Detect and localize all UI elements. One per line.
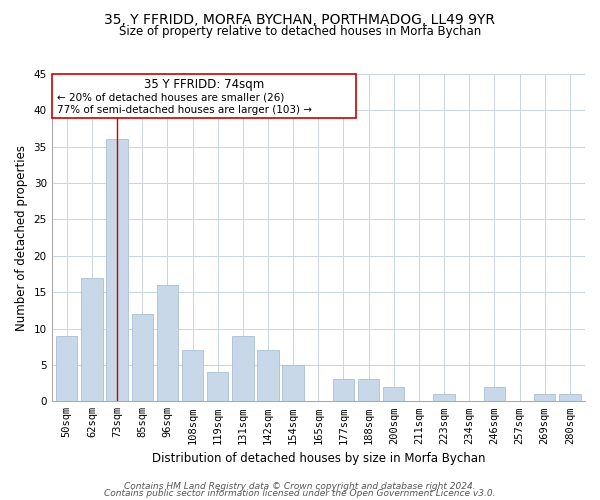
Bar	[232, 336, 254, 402]
Bar	[333, 380, 354, 402]
Text: Contains public sector information licensed under the Open Government Licence v3: Contains public sector information licen…	[104, 490, 496, 498]
Bar	[283, 365, 304, 402]
Text: 35, Y FFRIDD, MORFA BYCHAN, PORTHMADOG, LL49 9YR: 35, Y FFRIDD, MORFA BYCHAN, PORTHMADOG, …	[104, 12, 496, 26]
Text: 35 Y FFRIDD: 74sqm: 35 Y FFRIDD: 74sqm	[143, 78, 264, 91]
Bar	[157, 285, 178, 402]
Bar	[534, 394, 556, 402]
Bar	[358, 380, 379, 402]
FancyBboxPatch shape	[52, 74, 356, 118]
Bar	[433, 394, 455, 402]
Text: Size of property relative to detached houses in Morfa Bychan: Size of property relative to detached ho…	[119, 25, 481, 38]
Text: Contains HM Land Registry data © Crown copyright and database right 2024.: Contains HM Land Registry data © Crown c…	[124, 482, 476, 491]
Bar	[559, 394, 581, 402]
Bar	[182, 350, 203, 402]
Bar	[207, 372, 229, 402]
Y-axis label: Number of detached properties: Number of detached properties	[15, 144, 28, 330]
Text: 77% of semi-detached houses are larger (103) →: 77% of semi-detached houses are larger (…	[57, 105, 312, 115]
Bar	[257, 350, 279, 402]
Bar	[106, 140, 128, 402]
X-axis label: Distribution of detached houses by size in Morfa Bychan: Distribution of detached houses by size …	[152, 452, 485, 465]
Text: ← 20% of detached houses are smaller (26): ← 20% of detached houses are smaller (26…	[57, 92, 284, 102]
Bar	[383, 387, 404, 402]
Bar	[131, 314, 153, 402]
Bar	[81, 278, 103, 402]
Bar	[56, 336, 77, 402]
Bar	[484, 387, 505, 402]
